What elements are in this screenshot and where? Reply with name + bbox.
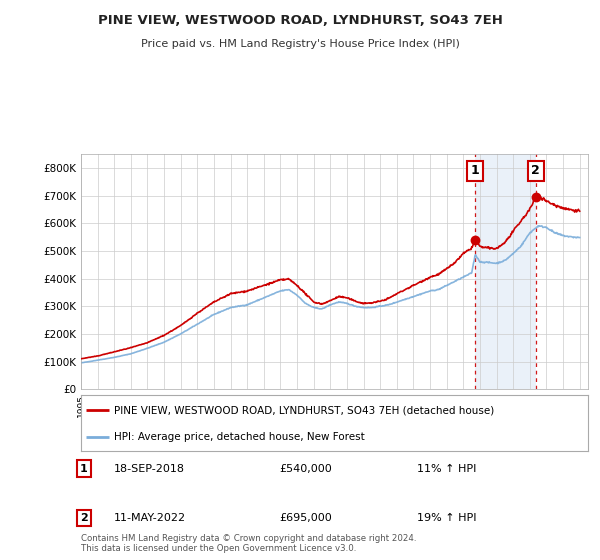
Text: Price paid vs. HM Land Registry's House Price Index (HPI): Price paid vs. HM Land Registry's House …: [140, 39, 460, 49]
Bar: [475, 154, 536, 389]
Text: 11% ↑ HPI: 11% ↑ HPI: [417, 464, 476, 474]
Text: 19% ↑ HPI: 19% ↑ HPI: [417, 513, 476, 523]
Text: £695,000: £695,000: [279, 513, 332, 523]
Point: [470, 235, 480, 244]
Point: [531, 193, 541, 202]
Text: HPI: Average price, detached house, New Forest: HPI: Average price, detached house, New …: [114, 432, 365, 442]
Text: 2: 2: [80, 513, 88, 523]
Text: £540,000: £540,000: [279, 464, 332, 474]
Text: 1: 1: [80, 464, 88, 474]
Text: 11-MAY-2022: 11-MAY-2022: [114, 513, 186, 523]
Text: PINE VIEW, WESTWOOD ROAD, LYNDHURST, SO43 7EH: PINE VIEW, WESTWOOD ROAD, LYNDHURST, SO4…: [98, 14, 502, 27]
Text: 1: 1: [471, 164, 479, 177]
Text: 18-SEP-2018: 18-SEP-2018: [114, 464, 185, 474]
Text: 2: 2: [532, 164, 540, 177]
Text: PINE VIEW, WESTWOOD ROAD, LYNDHURST, SO43 7EH (detached house): PINE VIEW, WESTWOOD ROAD, LYNDHURST, SO4…: [114, 405, 494, 416]
Text: Contains HM Land Registry data © Crown copyright and database right 2024.
This d: Contains HM Land Registry data © Crown c…: [81, 534, 416, 553]
